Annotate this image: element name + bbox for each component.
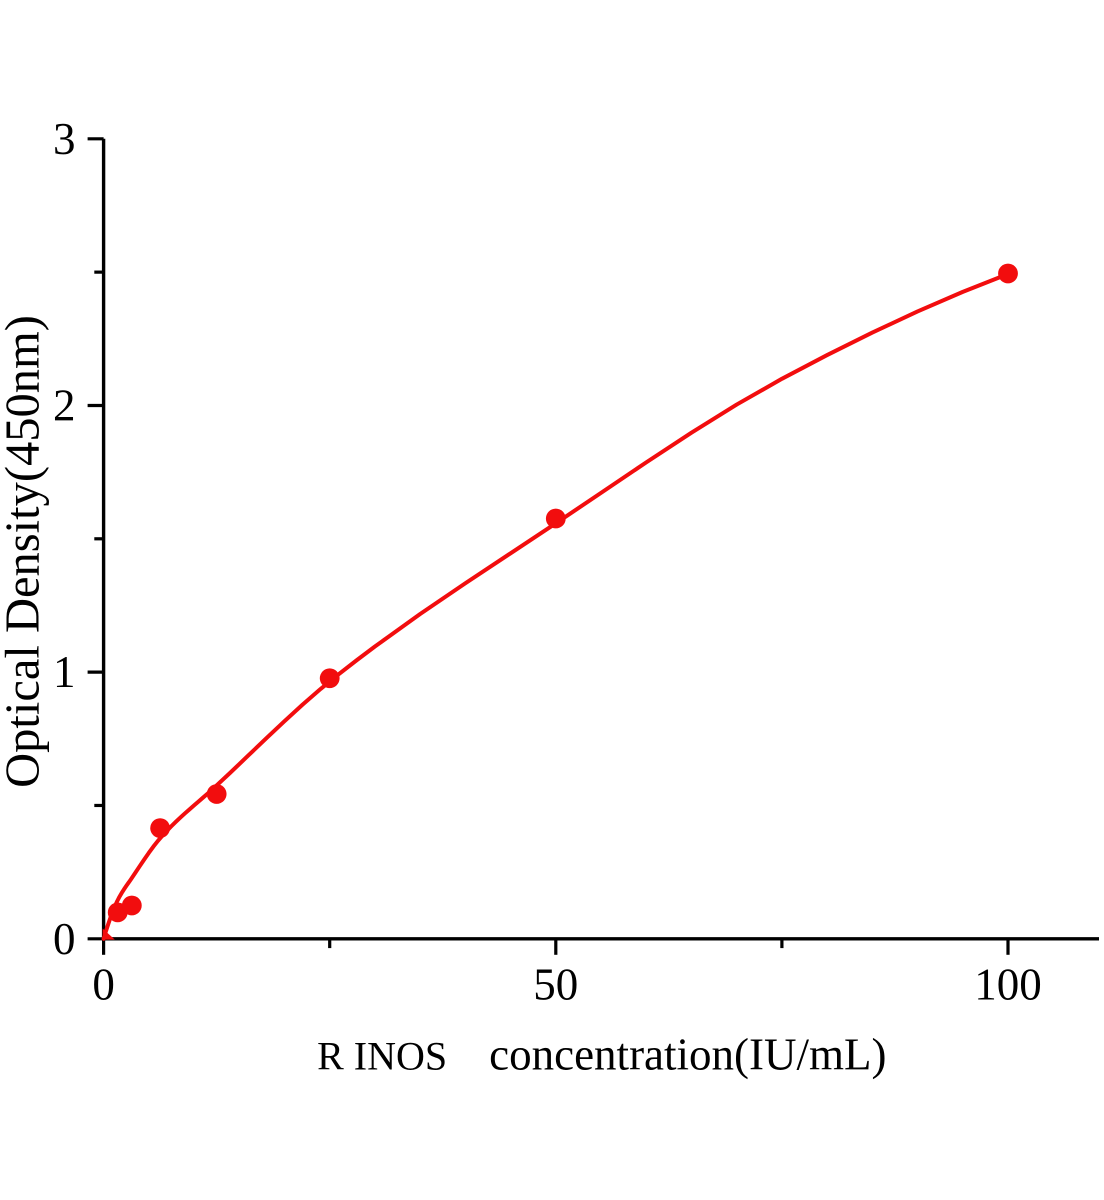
x-axis-title-prefix: R INOS <box>317 1034 447 1079</box>
data-point <box>998 263 1018 284</box>
fit-curve <box>101 272 1010 941</box>
data-point <box>121 895 142 916</box>
data-point <box>319 668 340 689</box>
y-tick-label: 2 <box>53 380 76 430</box>
data-point <box>150 818 171 839</box>
data-point <box>545 508 566 529</box>
y-tick-label: 3 <box>53 114 76 164</box>
y-tick-label: 0 <box>53 914 76 964</box>
y-tick-label: 1 <box>53 647 76 697</box>
x-axis-title-main: concentration(IU/mL) <box>489 1030 886 1080</box>
tick-labels-layer: 0 50 100 0 1 2 3 <box>53 114 1042 1010</box>
x-tick-label: 100 <box>974 960 1042 1010</box>
fit-curve-and-points-layer <box>101 263 1018 941</box>
y-axis-title: Optical Density(450nm) <box>0 315 50 788</box>
curve-origin-wedge <box>102 928 115 940</box>
axes-layer <box>87 137 1099 955</box>
x-tick-label: 0 <box>92 960 115 1010</box>
x-tick-label: 50 <box>533 960 578 1010</box>
data-point <box>206 784 227 804</box>
x-axis-title: R INOS concentration(IU/mL) <box>317 1030 886 1080</box>
